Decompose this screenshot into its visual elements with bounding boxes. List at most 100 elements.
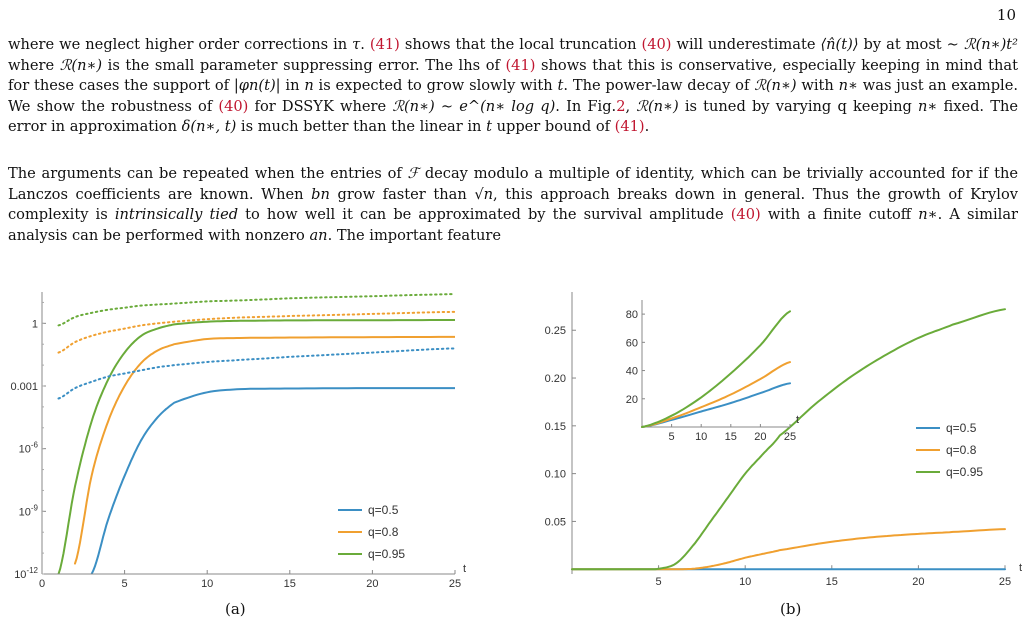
math-bn: bn <box>311 185 330 203</box>
series-line-q=0.95 <box>57 319 455 574</box>
legend: q=0.5 q=0.8 q=0.95 <box>916 421 983 479</box>
x-tick-label: 5 <box>122 578 128 590</box>
legend-label: q=0.8 <box>368 525 399 539</box>
inset-series-line-q08 <box>641 361 791 428</box>
figure-b-caption: (b) <box>780 600 802 618</box>
text: grow faster than <box>329 185 475 203</box>
figure-a-chart: 0 5 10 15 20 25t10.00110-610-910-12q=0.5q=0.8… <box>10 292 466 590</box>
inset-y-tick-label: 60 <box>626 337 638 349</box>
y-tick-label: 0.15 <box>545 421 566 433</box>
y-tick-label: 0.001 <box>10 381 38 393</box>
text: is the small parameter suppressing error… <box>102 56 506 74</box>
paragraph-1: where we neglect higher order correction… <box>8 35 1018 138</box>
tick-exp: -9 <box>31 503 39 512</box>
plot-area <box>57 293 455 574</box>
text: decay modulo a multiple of identity, whi… <box>8 165 1018 203</box>
legend-label: q=0.5 <box>368 503 399 517</box>
inset-series-line-q05 <box>641 382 791 428</box>
y-tick-label: 0.10 <box>545 469 566 481</box>
figure-a-caption: (a) <box>225 600 246 618</box>
tick-exp: -12 <box>26 566 38 575</box>
text: for DSSYK where <box>248 97 393 115</box>
y-tick-label: 10-6 <box>19 441 39 456</box>
text: was just an example. We show the robustn… <box>8 77 1018 115</box>
legend-label: q=0.5 <box>946 421 977 435</box>
text: fixed. The error in approximation <box>8 97 1019 136</box>
y-tick-label: 1 <box>32 318 38 330</box>
legend: q=0.5 q=0.8 q=0.95 <box>338 503 405 561</box>
figure-ref-2[interactable]: 2 <box>616 97 626 115</box>
math-delta: δ(n∗, t) <box>181 118 237 135</box>
x-axis-label: t <box>1019 562 1022 574</box>
x-tick-label: 5 <box>656 576 662 588</box>
y-tick-label: 0.05 <box>545 516 566 528</box>
math-sqrt-n: √n <box>474 185 494 203</box>
y-tick-label: 10-12 <box>14 566 38 581</box>
math-nhat: ⟨n̂(t)⟩ <box>820 36 859 53</box>
text: The arguments can be repeated when the e… <box>8 165 408 182</box>
paragraph-2: The arguments can be repeated when the e… <box>8 164 1018 246</box>
text: shows that the local truncation <box>399 36 642 53</box>
equation-ref-41[interactable]: (41) <box>614 118 645 135</box>
inset-y-tick-label: 80 <box>626 309 638 321</box>
series-line-dotted-q05 <box>57 347 455 400</box>
text: where we neglect higher order correction… <box>8 36 353 53</box>
x-tick-label: 15 <box>284 578 296 590</box>
math-nstar: n∗ <box>918 206 938 223</box>
math-R-exp: ℛ(n∗) ∼ e^(n∗ log q) <box>392 97 556 115</box>
x-tick-label: 10 <box>739 576 751 588</box>
equation-ref-40[interactable]: (40) <box>730 206 761 223</box>
series-line-q=0.5 <box>90 387 455 574</box>
text: to how well it can be approximated by th… <box>238 206 731 223</box>
emphasis: intrinsically tied <box>114 206 239 223</box>
inset-y-tick-label: 40 <box>626 366 638 378</box>
x-tick-label: 25 <box>449 578 461 590</box>
series-line-q=0.95 <box>571 308 1006 571</box>
math-R: ℛ(n∗) <box>59 56 103 74</box>
equation-ref-41[interactable]: (41) <box>505 56 536 74</box>
tick-exp: -6 <box>31 441 39 450</box>
y-tick-label: 0.20 <box>545 373 566 385</box>
x-axis-label: t <box>463 563 466 575</box>
text: . In Fig. <box>555 97 617 115</box>
x-tick-label: 25 <box>999 576 1011 588</box>
text: . A similar analysis can be performed wi… <box>8 206 1019 244</box>
text: , this approach breaks down in general. … <box>8 185 1019 224</box>
equation-ref-40[interactable]: (40) <box>641 36 672 53</box>
legend-label: q=0.8 <box>946 443 977 457</box>
text: , <box>625 97 637 115</box>
math-an: an <box>309 226 328 244</box>
math-R: ℛ(n∗) <box>636 97 679 115</box>
text: . The power-law decay of <box>563 77 755 94</box>
math-R: ℛ(n∗)t² <box>963 36 1018 53</box>
tick-base: 10 <box>19 506 31 518</box>
text: with a finite cutoff <box>760 206 919 223</box>
text: upper bound of <box>491 118 615 135</box>
text: will underestimate <box>671 36 821 53</box>
math-phi: |φn(t)| <box>233 77 281 94</box>
equation-ref-41[interactable]: (41) <box>369 36 400 53</box>
math-F: ℱ <box>407 165 420 182</box>
text: is tuned by varying <box>678 97 838 115</box>
x-tick-label: 0 <box>39 578 45 590</box>
inset-x-tick-label: 15 <box>725 431 737 443</box>
legend-label: q=0.95 <box>368 547 405 561</box>
math-q: q <box>837 97 847 115</box>
equation-ref-40[interactable]: (40) <box>218 97 249 115</box>
series-line-q=0.8 <box>74 335 455 565</box>
text: where <box>8 56 60 74</box>
text: . <box>360 36 370 53</box>
math-tau: τ <box>352 36 361 53</box>
inset-chart: 5 10 15 20 25t 20 40 60 80 <box>626 300 799 443</box>
math-R: ℛ(n∗) <box>754 77 797 94</box>
y-tick-label: 10-9 <box>19 503 39 518</box>
inset-x-axis-label: t <box>796 414 799 426</box>
text: with <box>796 77 839 94</box>
series-line-q=0.8 <box>571 528 1006 571</box>
math-nstar: n∗ <box>918 97 938 115</box>
x-tick-label: 15 <box>826 576 838 588</box>
inset-x-tick-label: 5 <box>669 431 675 443</box>
tick-base: 10 <box>14 569 26 581</box>
text: by at most ∼ <box>863 36 964 53</box>
text: keeping <box>846 97 918 115</box>
